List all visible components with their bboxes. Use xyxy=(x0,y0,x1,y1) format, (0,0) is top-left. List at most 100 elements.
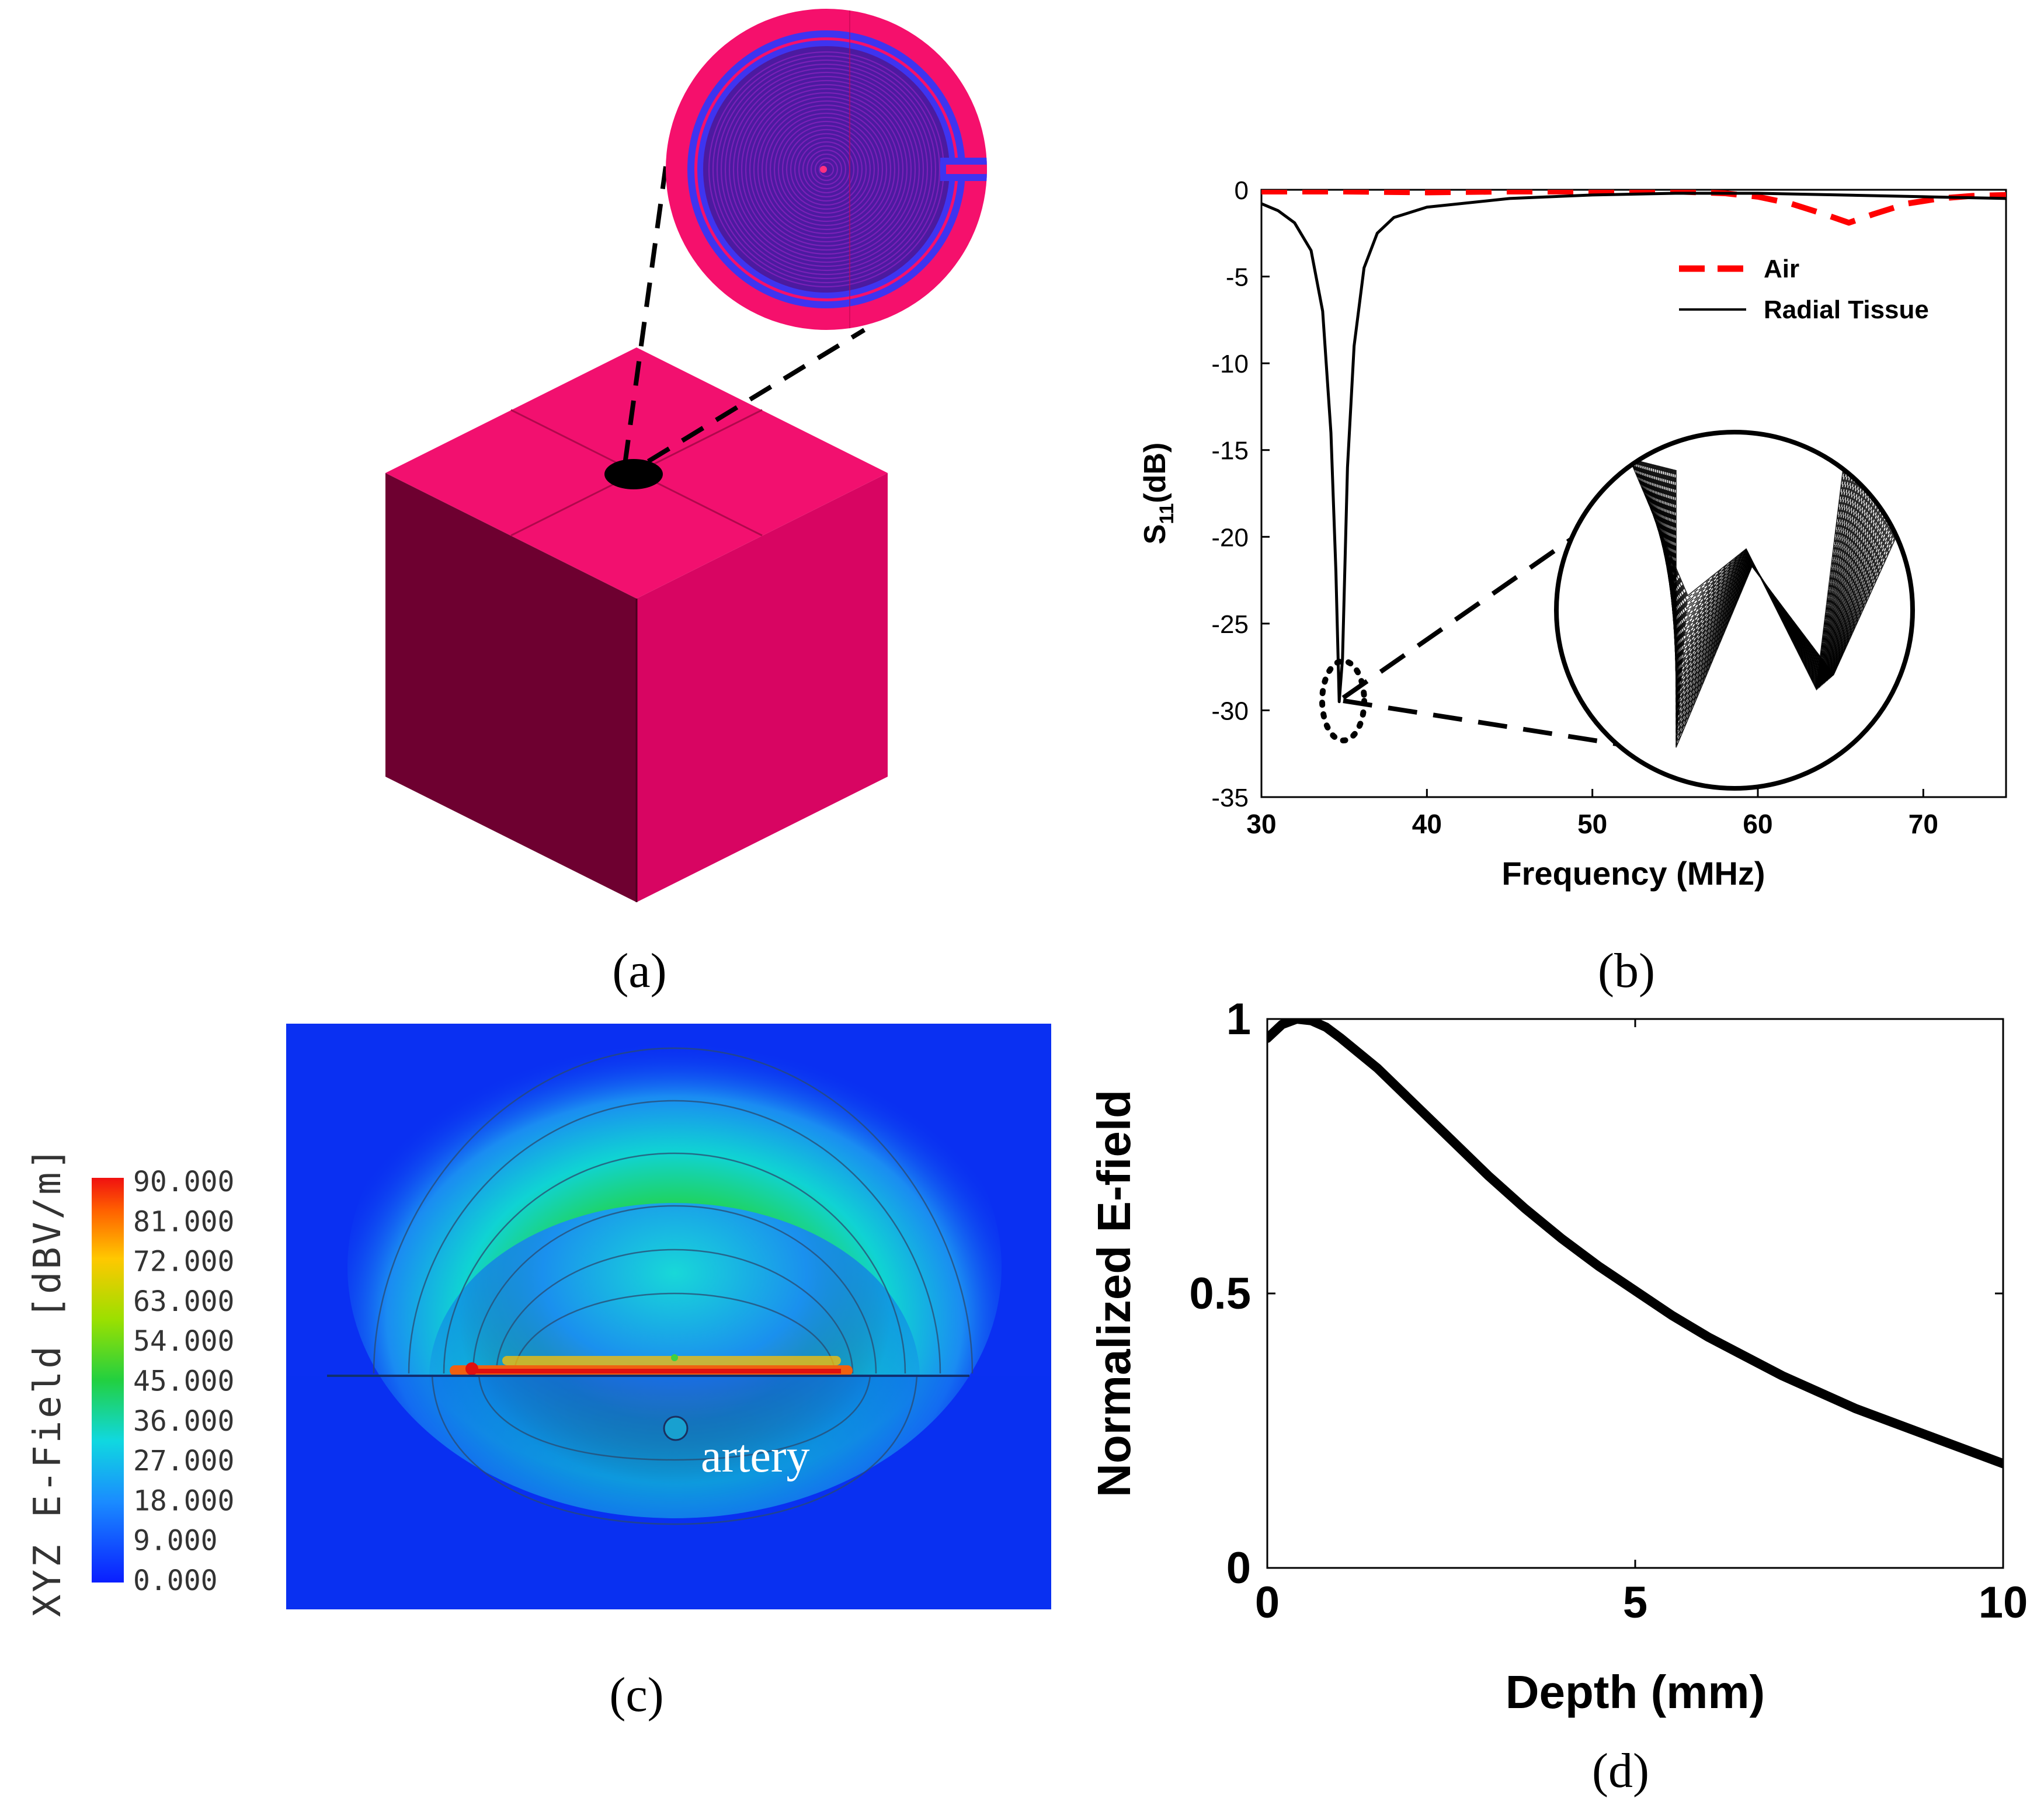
coil-turn xyxy=(712,55,941,284)
coil-turn xyxy=(720,63,933,276)
y-tick-label: 0 xyxy=(1226,1543,1251,1593)
resonance-zoom-circle xyxy=(1554,430,1915,791)
coil-spiral-turns xyxy=(708,51,945,288)
coil-turn xyxy=(785,128,867,210)
implant-coil-marker xyxy=(604,459,663,489)
coil-turn xyxy=(728,71,924,267)
panel-c: artery 90.000 81.000 72.000 63.000 54.000 45.… xyxy=(26,1016,1051,1722)
coil-turn xyxy=(810,153,843,186)
zoom-trace xyxy=(1642,461,1862,687)
x-tick-label: 0 xyxy=(1255,1578,1280,1627)
colorbar-tick-label: 90.000 xyxy=(133,1166,234,1198)
coil-turn xyxy=(794,137,859,202)
plot-d-axes: 0 5 10 0 0.5 1 xyxy=(1189,994,2028,1627)
x-tick-label: 5 xyxy=(1623,1578,1647,1627)
coil-turn xyxy=(790,133,863,206)
colorbar-title: XYZ E-Field [dBV/m] xyxy=(26,1145,69,1617)
y-tick-label: -15 xyxy=(1211,437,1249,465)
plot-d-ylabel: Normalized E-field xyxy=(1088,1090,1140,1497)
coil-turn xyxy=(757,100,896,239)
colorbar-tick-label: 18.000 xyxy=(133,1484,234,1517)
y-tick-label: -30 xyxy=(1211,697,1249,725)
artery-label: artery xyxy=(701,1431,810,1482)
svg-text:S11(dB): S11(dB) xyxy=(1138,443,1178,545)
colorbar-tick-label: 36.000 xyxy=(133,1405,234,1438)
field-contours xyxy=(373,1047,974,1525)
resonance-marker xyxy=(1319,658,1367,743)
y-tick-label: -35 xyxy=(1211,784,1249,812)
resonance-zoom-traces xyxy=(1629,449,1904,748)
legend-tissue-label: Radial Tissue xyxy=(1764,295,1929,324)
plot-b-legend: Air Radial Tissue xyxy=(1679,255,1929,324)
plot-b-series xyxy=(1261,190,2006,704)
plot-b-xlabel: Frequency (MHz) xyxy=(1501,855,1765,892)
coil-turn xyxy=(745,88,908,251)
x-tick-label: 40 xyxy=(1412,809,1442,839)
colorbar-ticks: 90.000 81.000 72.000 63.000 54.000 45.000 36.0… xyxy=(133,1166,234,1597)
y-tick-label: -20 xyxy=(1211,523,1249,552)
coil-turn xyxy=(777,120,875,218)
coil-turn xyxy=(781,124,871,214)
panel-label-b: (b) xyxy=(1598,944,1655,998)
colorbar-tick-label: 9.000 xyxy=(133,1525,218,1557)
panel-a: (a) xyxy=(385,9,987,998)
colorbar-tick-label: 0.000 xyxy=(133,1564,218,1597)
panel-label-a: (a) xyxy=(612,944,666,998)
coil-turn xyxy=(724,67,929,272)
y-tick-label: 1 xyxy=(1226,994,1251,1044)
zoom-trace xyxy=(1654,464,1878,683)
y-tick-label: -10 xyxy=(1211,350,1249,378)
x-tick-label: 60 xyxy=(1743,809,1772,839)
panel-label-c: (c) xyxy=(609,1668,663,1722)
series-radial-tissue xyxy=(1261,192,2006,704)
coil-turn xyxy=(749,92,904,247)
y-tick-label: 0.5 xyxy=(1189,1269,1251,1319)
coil-turn xyxy=(818,161,835,178)
coil-turn xyxy=(732,75,920,263)
coil-zoom xyxy=(666,9,987,330)
zoom-leader-left xyxy=(623,166,668,465)
colorbar xyxy=(92,1178,124,1583)
coil-turn xyxy=(769,112,884,227)
zoom-trace xyxy=(1650,464,1873,684)
coil-turn xyxy=(741,84,912,255)
plot-b-ylabel: S11(dB) xyxy=(1138,443,1178,545)
plot-d-xlabel: Depth (mm) xyxy=(1506,1666,1765,1718)
y-tick-label: -5 xyxy=(1226,263,1249,292)
coil-turn xyxy=(716,59,937,280)
legend-air-label: Air xyxy=(1764,255,1799,283)
y-tick-label: 0 xyxy=(1235,176,1249,205)
x-tick-label: 30 xyxy=(1246,809,1276,839)
colorbar-tick-label: 45.000 xyxy=(133,1365,234,1398)
x-tick-label: 50 xyxy=(1577,809,1607,839)
colorbar-tick-label: 81.000 xyxy=(133,1205,234,1238)
series-air xyxy=(1261,190,2006,226)
panel-label-d: (d) xyxy=(1592,1744,1649,1798)
colorbar-tick-label: 63.000 xyxy=(133,1285,234,1318)
y-tick-label: -25 xyxy=(1211,610,1249,639)
artery-marker xyxy=(663,1415,689,1441)
x-tick-label: 10 xyxy=(1979,1578,2028,1627)
coil-turn xyxy=(761,104,892,235)
colorbar-tick-label: 72.000 xyxy=(133,1246,234,1278)
coil-turn xyxy=(765,108,888,231)
x-tick-label: 70 xyxy=(1909,809,1938,839)
tissue-cube-right xyxy=(637,473,888,902)
coil-turn xyxy=(814,157,839,182)
colorbar-tick-label: 27.000 xyxy=(133,1445,234,1477)
field-map-lower-lobe xyxy=(429,1203,920,1553)
coil-turn xyxy=(806,149,847,190)
coil-turn xyxy=(736,79,916,259)
panel-b: 30 40 50 60 70 0 -5 -10 -15 -20 -25 -30 -35 Air Radi… xyxy=(1138,176,2007,998)
coil-turn xyxy=(753,96,900,243)
series-normalized-e-field xyxy=(1267,1019,2003,1469)
tissue-cube-left xyxy=(385,473,637,902)
coil-turn xyxy=(773,116,880,222)
colorbar-tick-label: 54.000 xyxy=(133,1325,234,1358)
zoom-leader-right xyxy=(646,328,866,464)
coil-turn xyxy=(798,141,855,198)
plot-d-series xyxy=(1267,1019,2003,1469)
